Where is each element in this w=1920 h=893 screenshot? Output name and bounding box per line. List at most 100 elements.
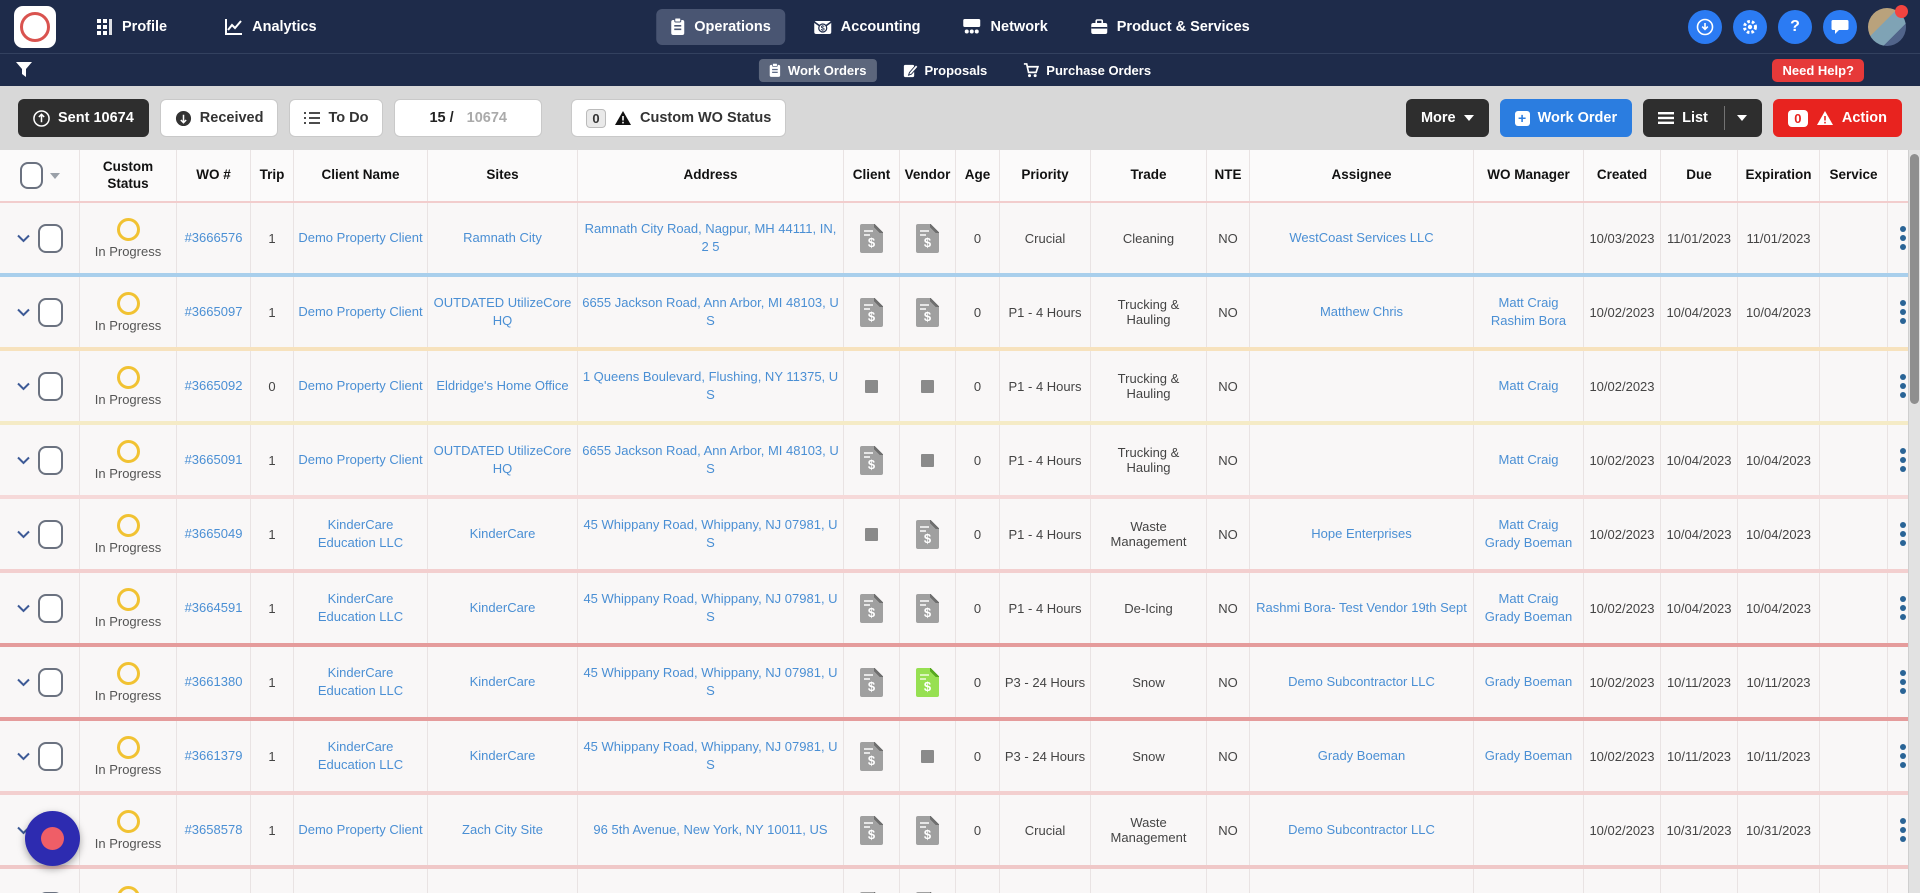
help-button[interactable]: ? (1778, 9, 1812, 44)
user-avatar[interactable] (1868, 4, 1908, 46)
vendor-invoice-icon[interactable] (916, 593, 939, 623)
site-link[interactable]: KinderCare (469, 600, 536, 616)
expand-row-chevron-icon[interactable] (17, 231, 31, 245)
address-link[interactable]: 96 5th Avenue, New York, NY 10011, US (593, 822, 828, 838)
site-link[interactable]: KinderCare (469, 526, 536, 542)
wo-manager-link[interactable]: Grady Boeman (1484, 748, 1573, 764)
header-age[interactable]: Age (956, 150, 1000, 201)
wo-number-link[interactable]: #3658578 (184, 822, 243, 838)
row-menu-kebab-icon[interactable] (1900, 448, 1906, 472)
client-invoice-icon[interactable] (860, 223, 883, 253)
wo-number-link[interactable]: #3665091 (184, 452, 243, 468)
site-link[interactable]: Ramnath City (463, 230, 542, 246)
address-link[interactable]: 6655 Jackson Road, Ann Arbor, MI 48103, … (582, 443, 839, 476)
received-filter-button[interactable]: Received (159, 99, 279, 137)
wo-manager-link[interactable]: Matt Craig (1498, 591, 1559, 607)
assignee-link[interactable]: Rashmi Bora- Test Vendor 19th Sept (1256, 600, 1467, 616)
expand-row-chevron-icon[interactable] (17, 749, 31, 763)
row-menu-kebab-icon[interactable] (1900, 670, 1906, 694)
address-link[interactable]: Ramnath City Road, Nagpur, MH 44111, IN,… (584, 221, 837, 254)
wo-number-link[interactable]: #3661379 (184, 748, 243, 764)
wo-number-link[interactable]: #3665097 (184, 304, 243, 320)
client-invoice-icon[interactable] (865, 527, 878, 541)
client-name-link[interactable]: Demo Property Client (298, 378, 423, 394)
select-dropdown-icon[interactable] (49, 172, 60, 179)
vendor-invoice-icon[interactable] (921, 749, 934, 763)
wo-manager-link[interactable]: Matt Craig (1498, 452, 1559, 468)
address-link[interactable]: 6655 Jackson Road, Ann Arbor, MI 48103, … (582, 295, 839, 328)
vendor-invoice-icon[interactable] (921, 379, 934, 393)
header-address[interactable]: Address (578, 150, 844, 201)
header-wo-manager[interactable]: WO Manager (1474, 150, 1584, 201)
wo-manager-link[interactable]: Rashim Bora (1490, 313, 1567, 328)
wo-manager-link[interactable]: Matt Craig (1498, 378, 1559, 394)
row-menu-kebab-icon[interactable] (1900, 226, 1906, 250)
row-menu-kebab-icon[interactable] (1900, 744, 1906, 768)
nav-item-network[interactable]: Network (949, 9, 1062, 44)
row-checkbox[interactable] (37, 593, 63, 623)
assignee-link[interactable]: Demo Subcontractor LLC (1288, 674, 1435, 690)
client-invoice-icon[interactable] (860, 297, 883, 327)
row-menu-kebab-icon[interactable] (1900, 818, 1906, 842)
row-menu-kebab-icon[interactable] (1900, 596, 1906, 620)
address-link[interactable]: 45 Whippany Road, Whippany, NJ 07981, U … (583, 739, 838, 772)
vendor-invoice-icon[interactable] (916, 667, 939, 697)
more-button[interactable]: More (1405, 99, 1489, 137)
client-name-link[interactable]: Demo Property Client (298, 452, 423, 468)
nav-item-profile[interactable]: Profile (82, 9, 181, 44)
client-invoice-icon[interactable] (865, 379, 878, 393)
row-checkbox[interactable] (37, 741, 63, 771)
header-priority[interactable]: Priority (1000, 150, 1091, 201)
vendor-invoice-icon[interactable] (916, 891, 939, 893)
header-assignee[interactable]: Assignee (1250, 150, 1474, 201)
sent-filter-button[interactable]: Sent 10674 (18, 99, 149, 137)
row-checkbox[interactable] (37, 667, 63, 697)
vendor-invoice-icon[interactable] (916, 519, 939, 549)
chat-widget-button[interactable] (25, 811, 80, 866)
row-checkbox[interactable] (37, 371, 63, 401)
header-sites[interactable]: Sites (428, 150, 578, 201)
company-logo[interactable] (14, 5, 56, 48)
header-service[interactable]: Service (1820, 150, 1888, 201)
assignee-link[interactable]: Grady Boeman (1317, 748, 1406, 764)
header-client[interactable]: Client (844, 150, 900, 201)
download-button[interactable] (1688, 9, 1722, 44)
action-button[interactable]: 0 Action (1772, 99, 1902, 137)
client-invoice-icon[interactable] (860, 815, 883, 845)
header-custom-status[interactable]: Custom Status (80, 150, 177, 201)
tab-purchase-orders[interactable]: Purchase Orders (1013, 59, 1161, 82)
client-name-link[interactable]: KinderCare Education LLC (317, 739, 404, 772)
wo-manager-link[interactable]: Grady Boeman (1484, 674, 1573, 690)
row-menu-kebab-icon[interactable] (1900, 522, 1906, 546)
wo-manager-link[interactable]: Matt Craig (1498, 517, 1559, 533)
nav-item-analytics[interactable]: Analytics (211, 9, 330, 44)
client-invoice-icon[interactable] (860, 891, 883, 893)
need-help-button[interactable]: Need Help? (1772, 58, 1864, 82)
select-all-checkbox[interactable] (19, 162, 43, 189)
header-client-name[interactable]: Client Name (294, 150, 428, 201)
wo-manager-link[interactable]: Matt Craig (1498, 295, 1559, 311)
settings-button[interactable] (1733, 9, 1767, 44)
todo-filter-button[interactable]: To Do (289, 99, 384, 137)
scrollbar-thumb[interactable] (1910, 154, 1919, 404)
vendor-invoice-icon[interactable] (921, 453, 934, 467)
header-wo-number[interactable]: WO # (177, 150, 251, 201)
vendor-invoice-icon[interactable] (916, 815, 939, 845)
expand-row-chevron-icon[interactable] (17, 305, 31, 319)
filter-funnel-icon[interactable] (14, 60, 34, 80)
header-created[interactable]: Created (1584, 150, 1661, 201)
client-invoice-icon[interactable] (860, 593, 883, 623)
vendor-invoice-icon[interactable] (916, 297, 939, 327)
row-menu-kebab-icon[interactable] (1900, 300, 1906, 324)
address-link[interactable]: 45 Whippany Road, Whippany, NJ 07981, U … (583, 517, 838, 550)
address-link[interactable]: 1 Queens Boulevard, Flushing, NY 11375, … (582, 369, 839, 402)
header-nte[interactable]: NTE (1207, 150, 1250, 201)
expand-row-chevron-icon[interactable] (17, 379, 31, 393)
tab-proposals[interactable]: Proposals (892, 59, 997, 82)
expand-row-chevron-icon[interactable] (17, 453, 31, 467)
site-link[interactable]: Zach City Site (462, 822, 543, 838)
client-invoice-icon[interactable] (860, 741, 883, 771)
site-link[interactable]: KinderCare (469, 748, 536, 764)
site-link[interactable]: OUTDATED UtilizeCore HQ (433, 295, 572, 328)
row-menu-kebab-icon[interactable] (1900, 374, 1906, 398)
